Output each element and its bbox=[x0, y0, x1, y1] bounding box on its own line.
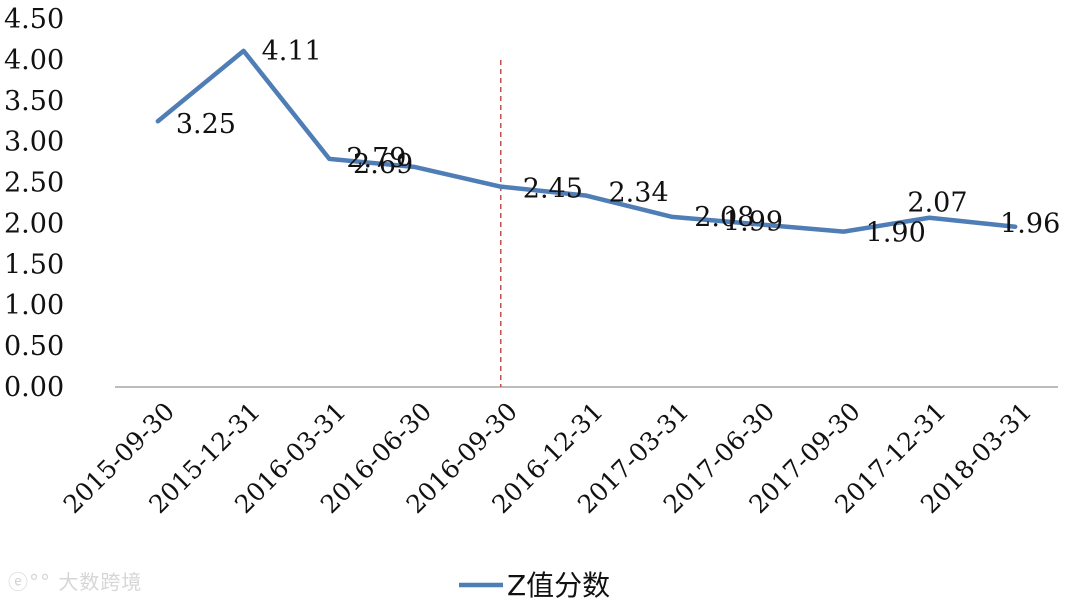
weibo-like-logo-icon: ⓔ°° bbox=[8, 570, 51, 594]
y-tick-label: 0.50 bbox=[4, 331, 64, 362]
y-tick-label: 1.00 bbox=[4, 290, 64, 321]
y-tick-label: 1.50 bbox=[4, 249, 64, 280]
data-label: 1.90 bbox=[866, 218, 926, 249]
y-tick-label: 4.50 bbox=[4, 4, 64, 35]
y-tick-label: 3.00 bbox=[4, 127, 64, 158]
data-label: 1.99 bbox=[723, 206, 783, 237]
legend: Z值分数 bbox=[459, 569, 610, 602]
data-label: 2.08 bbox=[694, 202, 754, 233]
series-line bbox=[155, 48, 1018, 234]
watermark-text: 大数跨境 bbox=[58, 570, 143, 594]
x-axis-ticks: 2015-09-302015-12-312016-03-312016-06-30… bbox=[58, 397, 1038, 519]
y-tick-label: 2.00 bbox=[4, 208, 64, 239]
data-label: 1.96 bbox=[1000, 209, 1060, 240]
data-label: 2.45 bbox=[523, 174, 583, 205]
data-label: 3.25 bbox=[176, 109, 236, 140]
data-label: 2.07 bbox=[907, 188, 967, 219]
data-label: 4.11 bbox=[262, 36, 322, 67]
y-axis-ticks: 0.00 0.50 1.00 1.50 2.00 2.50 3.00 3.50 4.00 4.50 bbox=[4, 4, 64, 403]
data-labels: 3.25 4.11 2.792.69 2.45 2.34 2.081.99 1.902.07… bbox=[176, 36, 1060, 249]
data-label: 2.34 bbox=[609, 178, 669, 209]
y-tick-label: 0.00 bbox=[4, 372, 64, 403]
y-tick-label: 2.50 bbox=[4, 168, 64, 199]
data-label: 2.79 bbox=[346, 143, 406, 174]
y-tick-label: 3.50 bbox=[4, 86, 64, 117]
legend-label: Z值分数 bbox=[507, 569, 610, 602]
data-label: 2.69 bbox=[353, 149, 413, 180]
y-tick-label: 4.00 bbox=[4, 45, 64, 76]
watermark: ⓔ°° 大数跨境 bbox=[8, 566, 142, 595]
